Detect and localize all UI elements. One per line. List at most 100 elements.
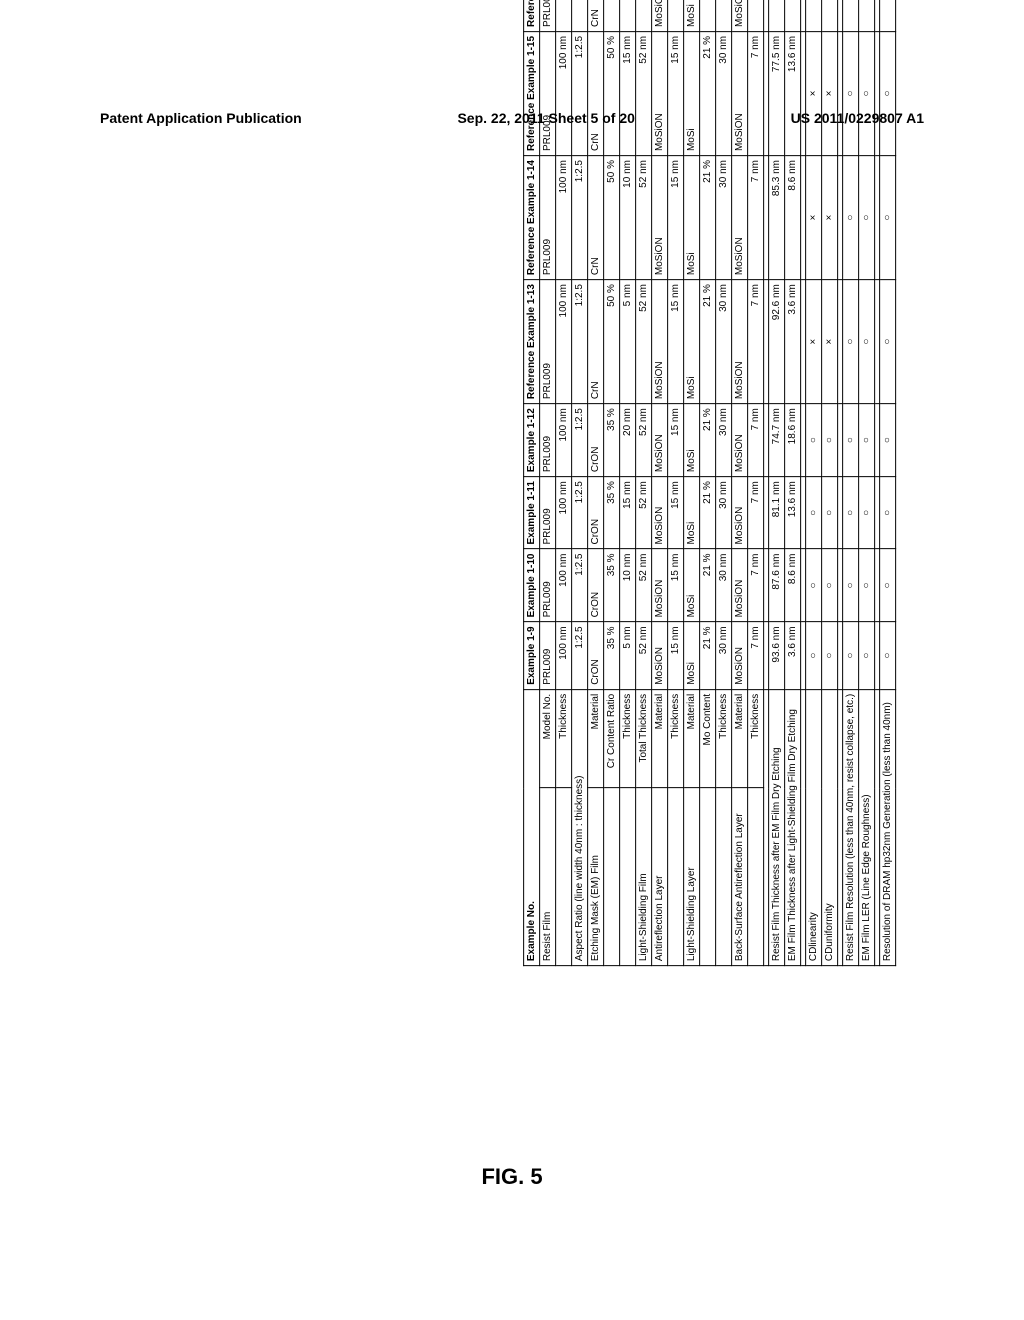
- table-cell: ○: [843, 280, 859, 404]
- table-cell: 8.6 nm: [785, 549, 801, 622]
- row-group: Resist Film Resolution (less than 40nm, …: [843, 689, 859, 965]
- table-cell: 20 nm: [620, 404, 636, 477]
- table-cell: ○: [843, 0, 859, 31]
- table-cell: 50 %: [604, 31, 620, 155]
- table-cell: 81.1 nm: [769, 477, 785, 549]
- table-cell: 100 nm: [556, 31, 572, 155]
- table-cell: MoSiON: [732, 0, 748, 31]
- table-cell: PRL009: [540, 0, 556, 31]
- col-1: Example 1-10: [524, 549, 540, 622]
- table-row: Thickness30 nm30 nm30 nm30 nm30 nm30 nm3…: [716, 0, 732, 966]
- table-cell: PRL009: [540, 156, 556, 280]
- table-cell: MoSiON: [732, 31, 748, 155]
- table-cell: 5 nm: [620, 280, 636, 404]
- table-cell: 15 nm: [668, 477, 684, 549]
- col-5: Reference Example 1-14: [524, 156, 540, 280]
- row-group: EM Film LER (Line Edge Roughness): [859, 689, 875, 965]
- table-cell: ○: [880, 549, 896, 622]
- table-row: Resist Film Resolution (less than 40nm, …: [843, 0, 859, 966]
- table-cell: ○: [822, 622, 838, 689]
- row-sub: Total Thickness: [636, 689, 652, 788]
- row-sub: Material: [684, 689, 700, 788]
- table-cell: 35 %: [604, 404, 620, 477]
- table-cell: ○: [859, 0, 875, 31]
- table-cell: ○: [880, 622, 896, 689]
- row-group: EM Film Thickness after Light-Shielding …: [785, 689, 801, 965]
- table-row: Resist Film Thickness after EM Film Dry …: [769, 0, 785, 966]
- row-sub: Material: [588, 689, 604, 788]
- table-cell: 7 nm: [748, 280, 764, 404]
- table-cell: 7 nm: [748, 477, 764, 549]
- table-cell: 10 nm: [620, 549, 636, 622]
- table-cell: ○: [806, 622, 822, 689]
- table-row: Light-Shielding FilmTotal Thickness52 nm…: [636, 0, 652, 966]
- table-cell: MoSiON: [732, 156, 748, 280]
- row-sub: Thickness: [556, 689, 572, 788]
- table-cell: 70.1 nm: [769, 0, 785, 31]
- table-cell: 1:2.5: [572, 156, 588, 280]
- table-cell: 35 %: [604, 622, 620, 689]
- row-sub: Thickness: [716, 689, 732, 788]
- table-cell: ×: [822, 0, 838, 31]
- table-cell: MoSiON: [652, 477, 668, 549]
- table-cell: MoSi: [684, 404, 700, 477]
- table-cell: 7 nm: [748, 156, 764, 280]
- table-row: CDlinearity○○○○××××: [806, 0, 822, 966]
- table-cell: 15 nm: [668, 404, 684, 477]
- table-cell: 1:2.5: [572, 31, 588, 155]
- table-cell: ○: [859, 549, 875, 622]
- table-cell: ○: [843, 31, 859, 155]
- table-cell: CrON: [588, 549, 604, 622]
- table-cell: CrN: [588, 280, 604, 404]
- table-cell: ×: [806, 156, 822, 280]
- row-sub: Thickness: [748, 689, 764, 788]
- table-cell: 7 nm: [748, 31, 764, 155]
- table-cell: 52 nm: [636, 477, 652, 549]
- table-cell: 74.7 nm: [769, 404, 785, 477]
- table-cell: ○: [859, 31, 875, 155]
- table-body: Resist FilmModel No.PRL009PRL009PRL009PR…: [540, 0, 896, 966]
- table-cell: ○: [822, 404, 838, 477]
- table-cell: 30 nm: [716, 404, 732, 477]
- table-cell: 93.6 nm: [769, 622, 785, 689]
- table-cell: 35 %: [604, 549, 620, 622]
- row-group: Light-Shielding Layer: [684, 788, 700, 966]
- row-sub: Cr Content Ratio: [604, 689, 620, 788]
- table-cell: 35 %: [604, 477, 620, 549]
- col-2: Example 1-11: [524, 477, 540, 549]
- table-cell: MoSiON: [652, 404, 668, 477]
- table-cell: ○: [859, 280, 875, 404]
- table-cell: 1:2.5: [572, 622, 588, 689]
- table-cell: ○: [880, 477, 896, 549]
- table-row: EM Film Thickness after Light-Shielding …: [785, 0, 801, 966]
- table-cell: MoSiON: [652, 31, 668, 155]
- table-cell: 30 nm: [716, 477, 732, 549]
- table-cell: 87.6 nm: [769, 549, 785, 622]
- row-sub: Model No.: [540, 689, 556, 788]
- table-row: CDuniformity○○○○××××: [822, 0, 838, 966]
- table-cell: 92.6 nm: [769, 280, 785, 404]
- table-cell: MoSiON: [732, 622, 748, 689]
- table-row: Thickness7 nm7 nm7 nm7 nm7 nm7 nm7 nm7 n…: [748, 0, 764, 966]
- table-cell: ×: [806, 280, 822, 404]
- table-cell: 3.6 nm: [785, 280, 801, 404]
- table-cell: 1:2.5: [572, 549, 588, 622]
- table-cell: 52 nm: [636, 404, 652, 477]
- table-cell: 50 %: [604, 156, 620, 280]
- table-cell: MoSiON: [652, 280, 668, 404]
- table-cell: ×: [822, 31, 838, 155]
- table-cell: 85.3 nm: [769, 156, 785, 280]
- table-cell: 52 nm: [636, 0, 652, 31]
- table-cell: PRL009: [540, 280, 556, 404]
- table-cell: ×: [806, 31, 822, 155]
- table-cell: 100 nm: [556, 0, 572, 31]
- row-group: [556, 788, 572, 966]
- table-cell: 21 %: [700, 404, 716, 477]
- table-row: Mo Content21 %21 %21 %21 %21 %21 %21 %21…: [700, 0, 716, 966]
- table-cell: 30 nm: [716, 31, 732, 155]
- table-cell: CrON: [588, 404, 604, 477]
- header-left: Patent Application Publication: [100, 110, 302, 126]
- row-group: Antireflection Layer: [652, 788, 668, 966]
- table-cell: 7 nm: [748, 404, 764, 477]
- table-cell: 21 %: [700, 477, 716, 549]
